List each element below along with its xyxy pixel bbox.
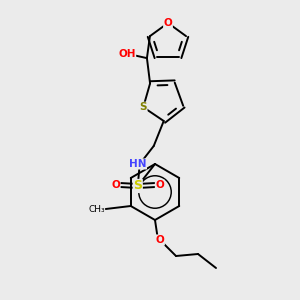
Text: HN: HN (129, 159, 146, 169)
Text: S: S (133, 179, 142, 193)
Text: S: S (140, 102, 147, 112)
Text: OH: OH (118, 49, 136, 59)
Text: O: O (164, 18, 172, 28)
Text: CH₃: CH₃ (88, 205, 105, 214)
Text: O: O (156, 235, 164, 245)
Text: O: O (155, 180, 164, 190)
Text: O: O (111, 180, 120, 190)
